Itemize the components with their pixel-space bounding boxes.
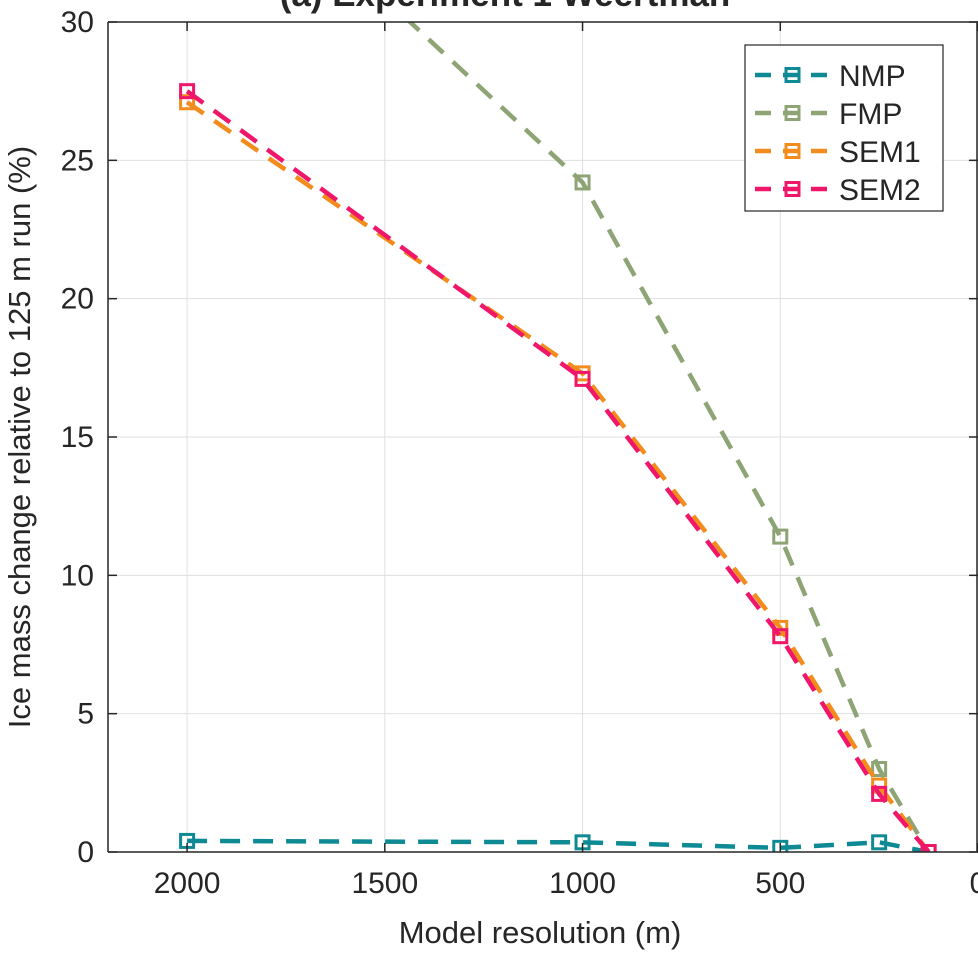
legend-label-fmp: FMP: [839, 98, 902, 131]
series-line-nmp: [187, 838, 930, 852]
x-tick-label: 2000: [154, 867, 221, 900]
y-tick-label: 30: [61, 6, 94, 39]
y-axis-title: Ice mass change relative to 125 m run (%…: [2, 146, 37, 728]
legend-label-sem2: SEM2: [839, 174, 921, 207]
legend-marker-sem2: [784, 181, 801, 197]
data-point-sem2: [920, 844, 937, 852]
data-point-nmp: [871, 834, 888, 851]
data-point-sem2: [871, 785, 888, 802]
legend-marker-sem1: [784, 143, 801, 159]
data-point-fmp: [574, 174, 591, 191]
y-tick-label: 20: [61, 283, 94, 316]
x-tick-label: 1500: [351, 867, 418, 900]
series-line-sem1: [185, 100, 931, 852]
y-tick-label: 0: [77, 836, 94, 869]
legend-label-nmp: NMP: [839, 60, 906, 93]
y-tick-label: 25: [61, 144, 94, 177]
data-point-sem2: [179, 83, 196, 100]
legend-marker-fmp: [784, 105, 801, 121]
y-tick-label: 5: [77, 698, 94, 731]
series-line-fmp: [406, 22, 931, 852]
legend-box: [744, 44, 944, 212]
data-point-sem1: [179, 94, 196, 111]
x-axis-title: Model resolution (m): [399, 915, 682, 950]
axes: 2000 1500 1000 500 0 0 5 10 15 20 25 30: [61, 6, 978, 900]
data-point-nmp: [772, 839, 789, 852]
legend-marker-nmp: [784, 67, 801, 83]
x-tick-label: 0: [970, 867, 978, 900]
data-point-sem2: [574, 370, 591, 387]
x-tick-label: 500: [755, 867, 805, 900]
series-line-sem2: [185, 89, 931, 852]
series-layer: [179, 22, 937, 852]
data-point-fmp: [772, 528, 789, 545]
legend-label-sem1: SEM1: [839, 136, 921, 169]
legend: NMP FMP SEM1 SEM2: [744, 44, 944, 212]
chart-title: (a) Experiment 1 Weertman: [280, 0, 731, 14]
x-tick-label: 1000: [549, 867, 616, 900]
data-point-fmp: [871, 761, 888, 777]
y-tick-label: 15: [61, 421, 94, 454]
data-point-sem2: [772, 628, 789, 645]
y-tick-label: 10: [61, 559, 94, 592]
